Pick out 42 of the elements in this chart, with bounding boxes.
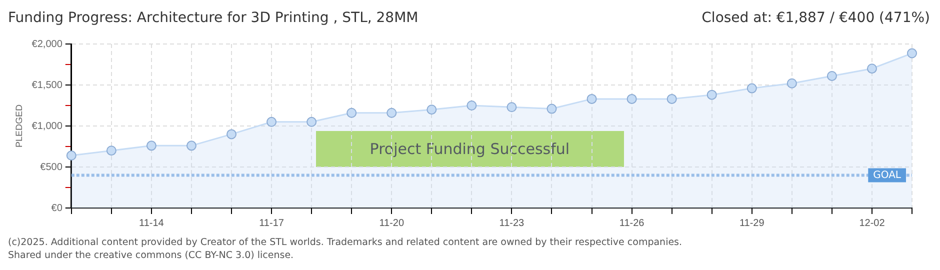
y-axis-title: PLEDGED: [14, 104, 24, 148]
chart-subtitle: Closed at: €1,887 / €400 (471%): [702, 10, 930, 26]
x-tick-label: 11-23: [499, 218, 525, 229]
point: [66, 150, 76, 161]
point: [586, 94, 597, 104]
x-tick-label: 11-26: [619, 218, 645, 229]
point: [146, 140, 156, 151]
point: [226, 129, 237, 140]
x-tick-label: 11-29: [739, 218, 765, 229]
point: [546, 104, 557, 114]
y-tick-label: €2,000: [32, 38, 63, 50]
point: [106, 146, 116, 156]
point: [186, 140, 196, 151]
x-tick-label: 11-20: [379, 218, 404, 229]
point: [706, 90, 717, 100]
point: [746, 83, 757, 94]
x-tick-label: 11-17: [259, 218, 284, 229]
y-tick-label: €500: [40, 162, 63, 173]
point: [306, 116, 317, 127]
point: [386, 108, 397, 118]
text: Shared under the creative commons (CC BY-NC 3.0) license.: [8, 250, 294, 261]
point: [506, 102, 517, 112]
point: [266, 116, 277, 127]
point: [826, 70, 837, 81]
point: [786, 78, 797, 88]
text: (c)2025. Additional content provided by Creator of the STL worlds. Trademarks and related content are owned by their respective companies.: [8, 237, 682, 248]
point: [626, 94, 637, 104]
point: [466, 100, 477, 110]
annotation: Project Funding Successful: [370, 140, 570, 158]
y-tick-label: €1,500: [32, 80, 63, 91]
x-tick-label: 12-02: [859, 218, 886, 229]
x-tick-label: 11-14: [139, 218, 164, 229]
y-tick-label: €1,000: [32, 120, 63, 132]
success-banner: Project Funding Successful: [316, 130, 624, 167]
point: [346, 108, 357, 118]
ref-line-label: GOAL: [873, 170, 902, 181]
point: [866, 64, 877, 74]
chart-title: Funding Progress: Architecture for 3D Printing , STL, 28MM: [8, 10, 418, 26]
point: [666, 94, 677, 104]
point: [426, 104, 437, 115]
y-tick-label: €0: [51, 202, 63, 214]
point: [907, 48, 917, 58]
